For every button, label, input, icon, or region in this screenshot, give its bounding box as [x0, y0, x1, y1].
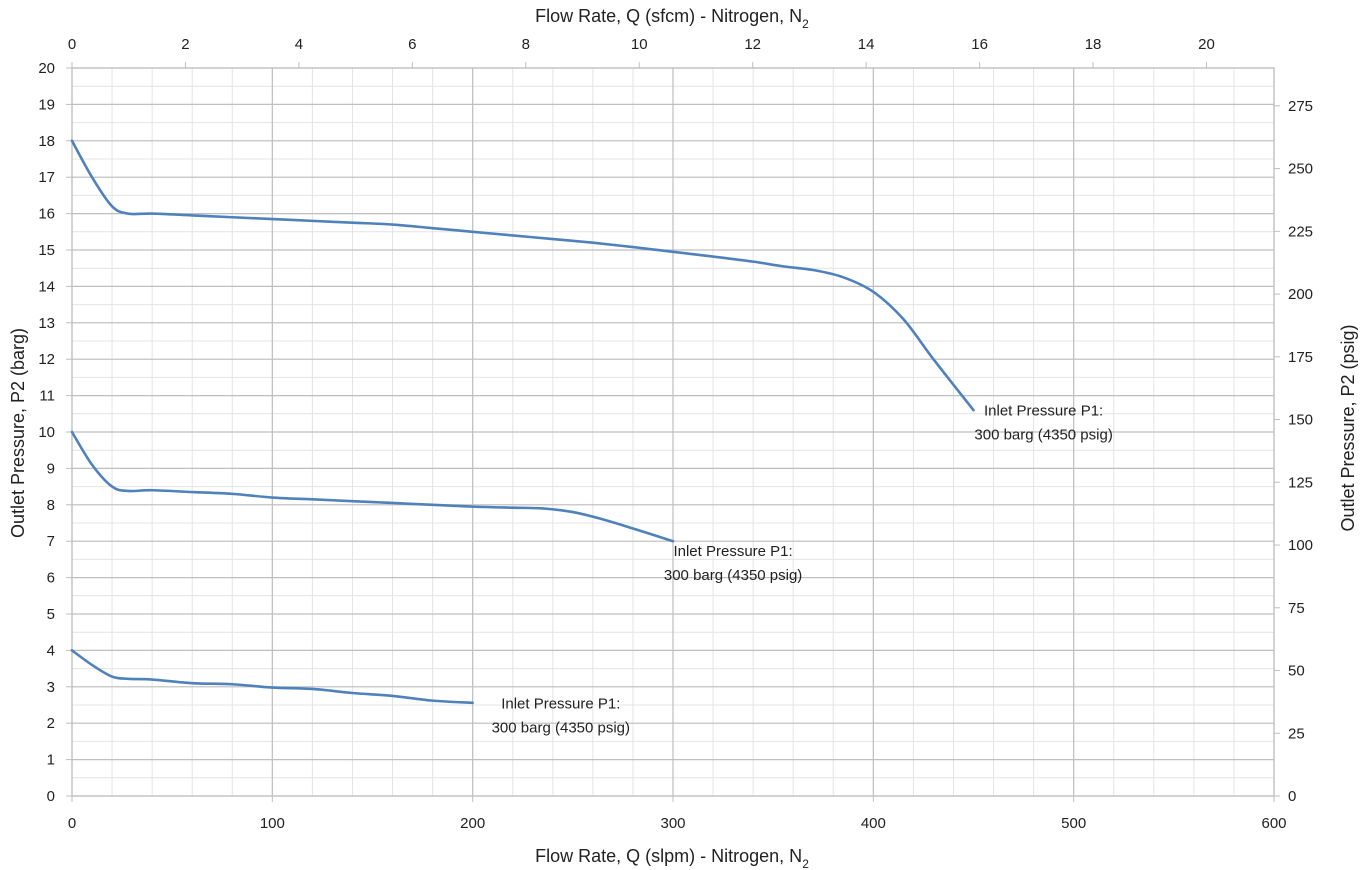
y-tick-label: 19 — [38, 96, 55, 113]
y2-tick-label: 275 — [1288, 98, 1313, 115]
y-tick-label: 12 — [38, 351, 55, 368]
series-line-1 — [70, 139, 975, 412]
series-line-2 — [70, 430, 675, 543]
x2-tick-label: 6 — [408, 36, 416, 53]
y-tick-label: 8 — [47, 497, 55, 514]
series-line-3 — [70, 649, 474, 705]
x-tick-label: 100 — [260, 815, 285, 832]
x-tick-label: 200 — [460, 815, 485, 832]
y-tick-label: 16 — [38, 206, 55, 223]
y2-tick-label: 25 — [1288, 725, 1305, 742]
x-tick-label: 500 — [1061, 815, 1086, 832]
x-tick-label: 600 — [1261, 815, 1286, 832]
x2-tick-label: 0 — [68, 36, 76, 53]
y-tick-label: 9 — [47, 460, 55, 477]
y-tick-label: 6 — [47, 570, 55, 587]
x-axis-title-bottom: Flow Rate, Q (slpm) - Nitrogen, N2 — [535, 846, 809, 870]
x2-tick-label: 2 — [181, 36, 189, 53]
y-axis-title-right: Outlet Pressure, P2 (psig) — [1338, 324, 1358, 531]
y2-tick-label: 225 — [1288, 223, 1313, 240]
y2-tick-label: 125 — [1288, 474, 1313, 491]
y-axis-title-left: Outlet Pressure, P2 (barg) — [8, 328, 28, 538]
y2-tick-label: 75 — [1288, 600, 1305, 617]
annotation-line1-2: Inlet Pressure P1: — [673, 543, 792, 560]
y2-tick-label: 100 — [1288, 537, 1313, 554]
x-tick-label: 300 — [660, 815, 685, 832]
series-lines — [70, 139, 975, 705]
y-tick-label: 10 — [38, 424, 55, 441]
y-tick-label: 3 — [47, 679, 55, 696]
y-tick-label: 1 — [47, 752, 55, 769]
y-tick-label: 18 — [38, 133, 55, 150]
annotations: Inlet Pressure P1: 300 barg (4350 psig) In… — [492, 403, 1113, 737]
y-tick-label: 2 — [47, 715, 55, 732]
y-tick-label: 0 — [47, 788, 55, 805]
x2-tick-label: 20 — [1198, 36, 1215, 53]
y2-tick-label: 50 — [1288, 663, 1305, 680]
x-tick-label: 0 — [68, 815, 76, 832]
tick-labels: 0 100 200 300 400 500 600012345678910111213141… — [38, 36, 1313, 832]
y2-tick-label: 200 — [1288, 286, 1313, 303]
y-tick-label: 7 — [47, 533, 55, 550]
annotation-line2-1: 300 barg (4350 psig) — [974, 427, 1112, 444]
annotation-line1-3: Inlet Pressure P1: — [501, 696, 620, 713]
x2-tick-label: 16 — [971, 36, 988, 53]
x-axis-title-top: Flow Rate, Q (sfcm) - Nitrogen, N2 — [535, 6, 809, 31]
annotation-line2-3: 300 barg (4350 psig) — [492, 720, 630, 737]
y-tick-label: 14 — [38, 278, 55, 295]
y-tick-label: 4 — [47, 642, 55, 659]
x2-tick-label: 8 — [522, 36, 530, 53]
annotation-line2-2: 300 barg (4350 psig) — [664, 567, 802, 584]
annotation-line1-1: Inlet Pressure P1: — [984, 403, 1103, 420]
y2-tick-label: 150 — [1288, 412, 1313, 429]
y-tick-label: 11 — [39, 388, 55, 405]
y2-tick-label: 0 — [1288, 788, 1296, 805]
x2-tick-label: 18 — [1085, 36, 1102, 53]
x2-tick-label: 12 — [744, 36, 761, 53]
y-tick-label: 15 — [38, 242, 55, 259]
y-tick-label: 20 — [38, 60, 55, 77]
x2-tick-label: 10 — [631, 36, 648, 53]
y-tick-label: 13 — [38, 315, 55, 332]
y2-tick-label: 250 — [1288, 161, 1313, 178]
x2-tick-label: 4 — [295, 36, 303, 53]
x2-tick-label: 14 — [858, 36, 875, 53]
x-tick-label: 400 — [861, 815, 886, 832]
y2-tick-label: 175 — [1288, 349, 1313, 366]
y-tick-label: 17 — [38, 169, 55, 186]
y-tick-label: 5 — [47, 606, 55, 623]
